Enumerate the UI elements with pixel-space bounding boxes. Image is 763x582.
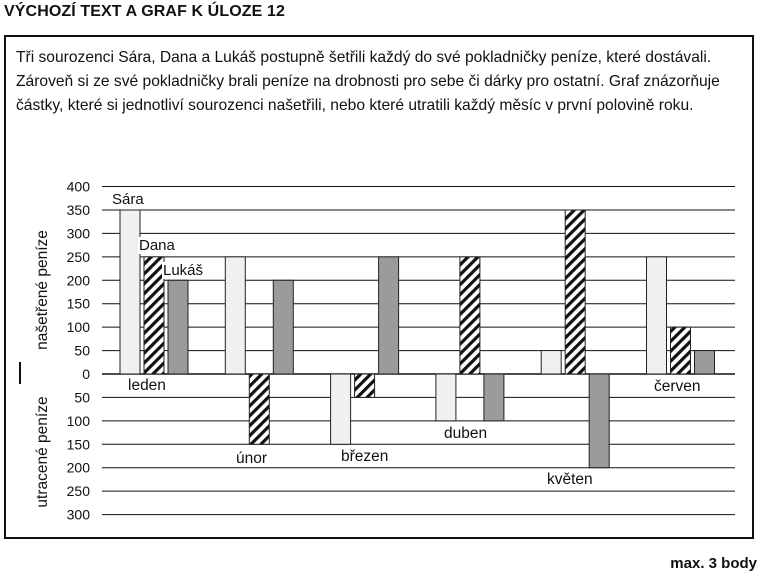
category-label: únor bbox=[236, 450, 267, 467]
series-label-sára: Sára bbox=[112, 191, 144, 208]
y-tick-label: 250 bbox=[67, 483, 91, 499]
bar-dana-leden bbox=[143, 256, 165, 375]
category-labels: leden únor březen duben květen červen bbox=[126, 377, 703, 488]
y-tick-label: 300 bbox=[67, 507, 91, 523]
y-tick-label: 150 bbox=[67, 296, 91, 312]
label-backing bbox=[652, 378, 703, 395]
max-points: max. 3 body bbox=[670, 555, 757, 572]
category-label: březen bbox=[341, 448, 388, 465]
label-backing bbox=[339, 448, 391, 465]
bars bbox=[119, 209, 715, 469]
task-text: Tři sourozenci Sára, Dana a Lukáš postup… bbox=[16, 49, 720, 114]
y-tick-label: 250 bbox=[67, 249, 91, 265]
y-tick-label: 150 bbox=[67, 436, 91, 452]
series-labels: Sára Dana Lukáš bbox=[111, 191, 205, 279]
label-backing bbox=[111, 191, 146, 208]
label-backing bbox=[162, 262, 205, 279]
task-heading: VÝCHOZÍ TEXT A GRAF K ÚLOZE 12 bbox=[4, 3, 285, 20]
bar-lukáš-leden bbox=[167, 279, 189, 375]
bar-dana-květen bbox=[564, 209, 586, 375]
y-tick-label: 350 bbox=[67, 202, 91, 218]
bar-sára-leden bbox=[119, 209, 141, 375]
bar-sára-duben bbox=[435, 373, 457, 422]
bar-lukáš-březen bbox=[378, 256, 400, 375]
y-axis-ticks: 400 350 300 250 200 150 100 50 0 50 100 150 200 250 30… bbox=[67, 179, 91, 523]
bar-dana-duben bbox=[459, 256, 481, 375]
bar-dana-únor bbox=[248, 373, 270, 445]
task-frame: Tři sourozenci Sára, Dana a Lukáš postup… bbox=[4, 35, 754, 539]
bar-lukáš-květen bbox=[588, 373, 610, 469]
label-backing bbox=[442, 425, 490, 442]
y-tick-label: 200 bbox=[67, 460, 91, 476]
grid-lines bbox=[102, 186, 735, 516]
y-tick-label: 100 bbox=[67, 319, 91, 335]
category-label: květen bbox=[547, 471, 593, 488]
category-label: duben bbox=[444, 425, 487, 442]
y-tick-label: 200 bbox=[67, 272, 91, 288]
bar-dana-březen bbox=[354, 373, 376, 398]
bar-sára-květen bbox=[540, 350, 562, 375]
y-tick-label: 400 bbox=[67, 179, 91, 195]
bar-dana-červen bbox=[670, 326, 691, 375]
y-axis-title-negative: utracené peníze bbox=[34, 396, 51, 507]
y-tick-label: 50 bbox=[74, 343, 90, 359]
y-tick-label: 300 bbox=[67, 225, 91, 241]
label-backing bbox=[545, 471, 595, 488]
axis-titles: našetřené peníze utracené peníze bbox=[19, 230, 51, 508]
category-label: leden bbox=[128, 377, 166, 394]
bar-sára-únor bbox=[224, 256, 246, 375]
category-label: červen bbox=[654, 378, 701, 395]
label-backing bbox=[126, 377, 168, 394]
series-label-dana: Dana bbox=[139, 237, 176, 254]
y-tick-label: 0 bbox=[82, 366, 90, 382]
series-label-lukáš: Lukáš bbox=[163, 262, 203, 279]
label-backing bbox=[138, 237, 177, 254]
y-tick-label: 100 bbox=[67, 413, 91, 429]
bar-sára-červen bbox=[646, 256, 667, 375]
y-tick-label: 50 bbox=[74, 389, 90, 405]
bar-lukáš-duben bbox=[483, 373, 505, 422]
bar-lukáš-červen bbox=[694, 350, 715, 375]
y-axis-title-positive: našetřené peníze bbox=[34, 230, 51, 350]
label-backing bbox=[234, 450, 270, 467]
bar-sára-březen bbox=[330, 373, 352, 445]
bar-lukáš-únor bbox=[272, 279, 294, 375]
